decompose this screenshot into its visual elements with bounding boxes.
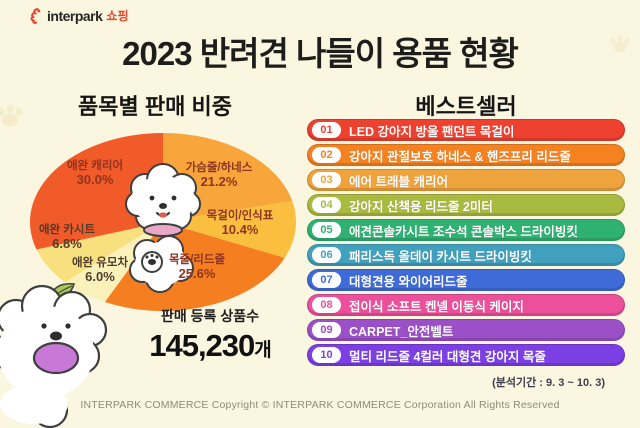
bestseller-item-10: 10 멀티 리드줄 4컬러 대형견 강아지 목줄 (307, 344, 625, 366)
analysis-period-note: (분석기간 : 9. 3 ~ 10. 3) (492, 377, 605, 389)
page-title: 2023 반려견 나들이 용품 현황 (122, 35, 519, 72)
copyright-footer: INTERPARK COMMERCE Copyright © INTERPARK… (80, 399, 560, 411)
paw-print-icon (0, 104, 23, 127)
bestseller-section-title: 베스트셀러 (415, 94, 517, 119)
bestseller-item-08: 08 접이식 소프트 켄넬 이동식 케이지 (307, 294, 625, 316)
bestseller-item-label: LED 강아지 방울 팬던트 목걸이 (349, 124, 515, 139)
dog-illustration-center (125, 163, 201, 293)
bestseller-item-label: 강아지 산책용 리드줄 2미터 (349, 199, 493, 214)
pie-label-stroller: 애완 유모차 6.0% (71, 257, 129, 284)
rank-badge: 04 (312, 197, 341, 213)
registered-products-value: 145,230개 (149, 328, 272, 363)
logo-suffix-text: 쇼핑 (106, 9, 129, 23)
interpark-logo: interpark 쇼핑 (28, 7, 129, 24)
logo-brand-text: interpark (47, 7, 103, 24)
bestseller-item-label: 애견콘솔카시트 조수석 콘솔박스 드라이빙킷 (349, 224, 578, 239)
rank-badge: 01 (312, 122, 341, 138)
bestseller-item-label: 패리스독 올데이 카시트 드라이빙킷 (349, 249, 532, 264)
bestseller-item-04: 04 강아지 산책용 리드줄 2미터 (307, 194, 625, 216)
interpark-logo-icon (30, 7, 41, 24)
rank-badge: 06 (312, 247, 341, 263)
pie-section-title: 품목별 판매 비중 (78, 94, 232, 119)
pie-label-carrier: 애완 캐리어 30.0% (66, 160, 124, 187)
bestseller-item-label: 에어 트래블 캐리어 (349, 174, 448, 189)
bestseller-item-label: 강아지 관절보호 하네스 & 핸즈프리 리드줄 (349, 149, 571, 164)
bestseller-item-01: 01 LED 강아지 방울 팬던트 목걸이 (307, 119, 625, 141)
bestseller-item-09: 09 CARPET_안전벨트 (307, 319, 625, 341)
registered-products-label: 판매 등록 상품수 (161, 308, 259, 324)
dog-illustration-bottom (0, 284, 108, 428)
pie-slice-carseat (36, 222, 163, 283)
rank-badge: 08 (312, 297, 341, 313)
bestseller-list: 01 LED 강아지 방울 팬던트 목걸이 02 강아지 관절보호 하네스 & … (307, 119, 625, 366)
pie-slice-collar-tag (163, 200, 296, 258)
registered-products-unit: 개 (254, 340, 272, 361)
pie-slice-carrier (30, 133, 163, 250)
pie-label-collar-tag: 목걸이/인식표 10.4% (206, 210, 274, 237)
rank-badge: 07 (312, 272, 341, 288)
registered-products: 판매 등록 상품수 145,230개 (105, 306, 315, 364)
bestseller-item-label: 멀티 리드줄 4컬러 대형견 강아지 목줄 (349, 349, 546, 364)
rank-badge: 03 (312, 172, 341, 188)
rank-badge: 02 (312, 147, 341, 163)
bestseller-item-05: 05 애견콘솔카시트 조수석 콘솔박스 드라이빙킷 (307, 219, 625, 241)
bestseller-item-07: 07 대형견용 와이어리드줄 (307, 269, 625, 291)
bestseller-item-label: 대형견용 와이어리드줄 (349, 274, 468, 289)
pie-label-harness: 가슴줄/하네스 21.2% (185, 162, 253, 189)
pie-label-carseat: 애완 카시트 6.8% (38, 224, 96, 251)
rank-badge: 09 (312, 322, 341, 338)
bestseller-item-label: CARPET_안전벨트 (349, 324, 454, 339)
paw-print-icon (610, 35, 630, 53)
rank-badge: 10 (312, 347, 341, 363)
bestseller-item-06: 06 패리스독 올데이 카시트 드라이빙킷 (307, 244, 625, 266)
pie-label-leash: 목줄/리드줄 25.6% (168, 254, 226, 281)
bestseller-item-02: 02 강아지 관절보호 하네스 & 핸즈프리 리드줄 (307, 144, 625, 166)
rank-badge: 05 (312, 222, 341, 238)
bestseller-item-03: 03 에어 트래블 캐리어 (307, 169, 625, 191)
bestseller-item-label: 접이식 소프트 켄넬 이동식 케이지 (349, 299, 524, 314)
